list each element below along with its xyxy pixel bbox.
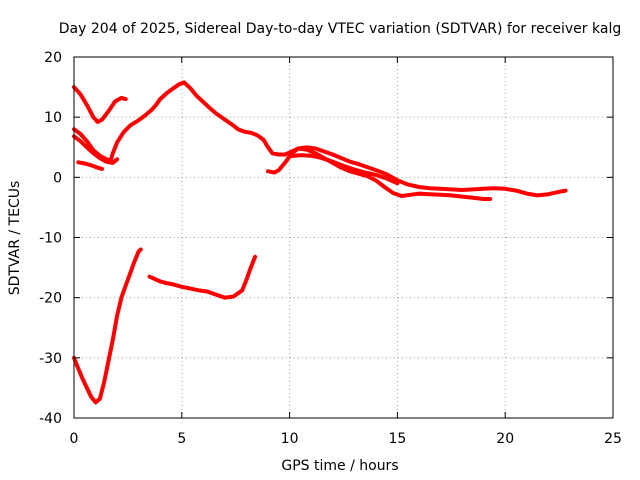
grid-lines <box>74 57 613 418</box>
chart-title: Day 204 of 2025, Sidereal Day-to-day VTE… <box>59 21 621 37</box>
axis-ticks <box>73 56 614 419</box>
x-tick-label: 15 <box>388 431 406 447</box>
y-tick-label: 10 <box>44 110 62 126</box>
y-axis-label: SDTVAR / TECUs <box>7 181 23 296</box>
series-arc-6 <box>287 153 400 186</box>
series-arc-2 <box>72 80 568 198</box>
y-tick-label: -40 <box>39 411 62 427</box>
x-tick-label: 10 <box>281 431 299 447</box>
x-tick-label: 5 <box>177 431 186 447</box>
y-tick-label: 20 <box>44 50 62 66</box>
y-tick-labels: -40 -30 -20 -10 0 10 20 <box>39 50 62 427</box>
x-tick-label: 0 <box>70 431 79 447</box>
x-axis-label: GPS time / hours <box>281 458 398 474</box>
x-tick-labels: 0 5 10 15 20 25 <box>70 431 622 447</box>
series-arc-3 <box>72 134 120 165</box>
series-arc-1 <box>72 85 128 124</box>
series-arc-5 <box>266 146 493 201</box>
series-arc-4 <box>76 160 104 171</box>
series-arc-8 <box>147 254 258 300</box>
series-arc-7 <box>72 247 143 405</box>
y-tick-label: -10 <box>39 231 62 247</box>
y-tick-label: -30 <box>39 351 62 367</box>
y-tick-label: 0 <box>53 170 62 186</box>
x-tick-label: 25 <box>604 431 622 447</box>
y-tick-label: -20 <box>39 291 62 307</box>
x-tick-label: 20 <box>496 431 514 447</box>
data-series <box>72 80 568 405</box>
